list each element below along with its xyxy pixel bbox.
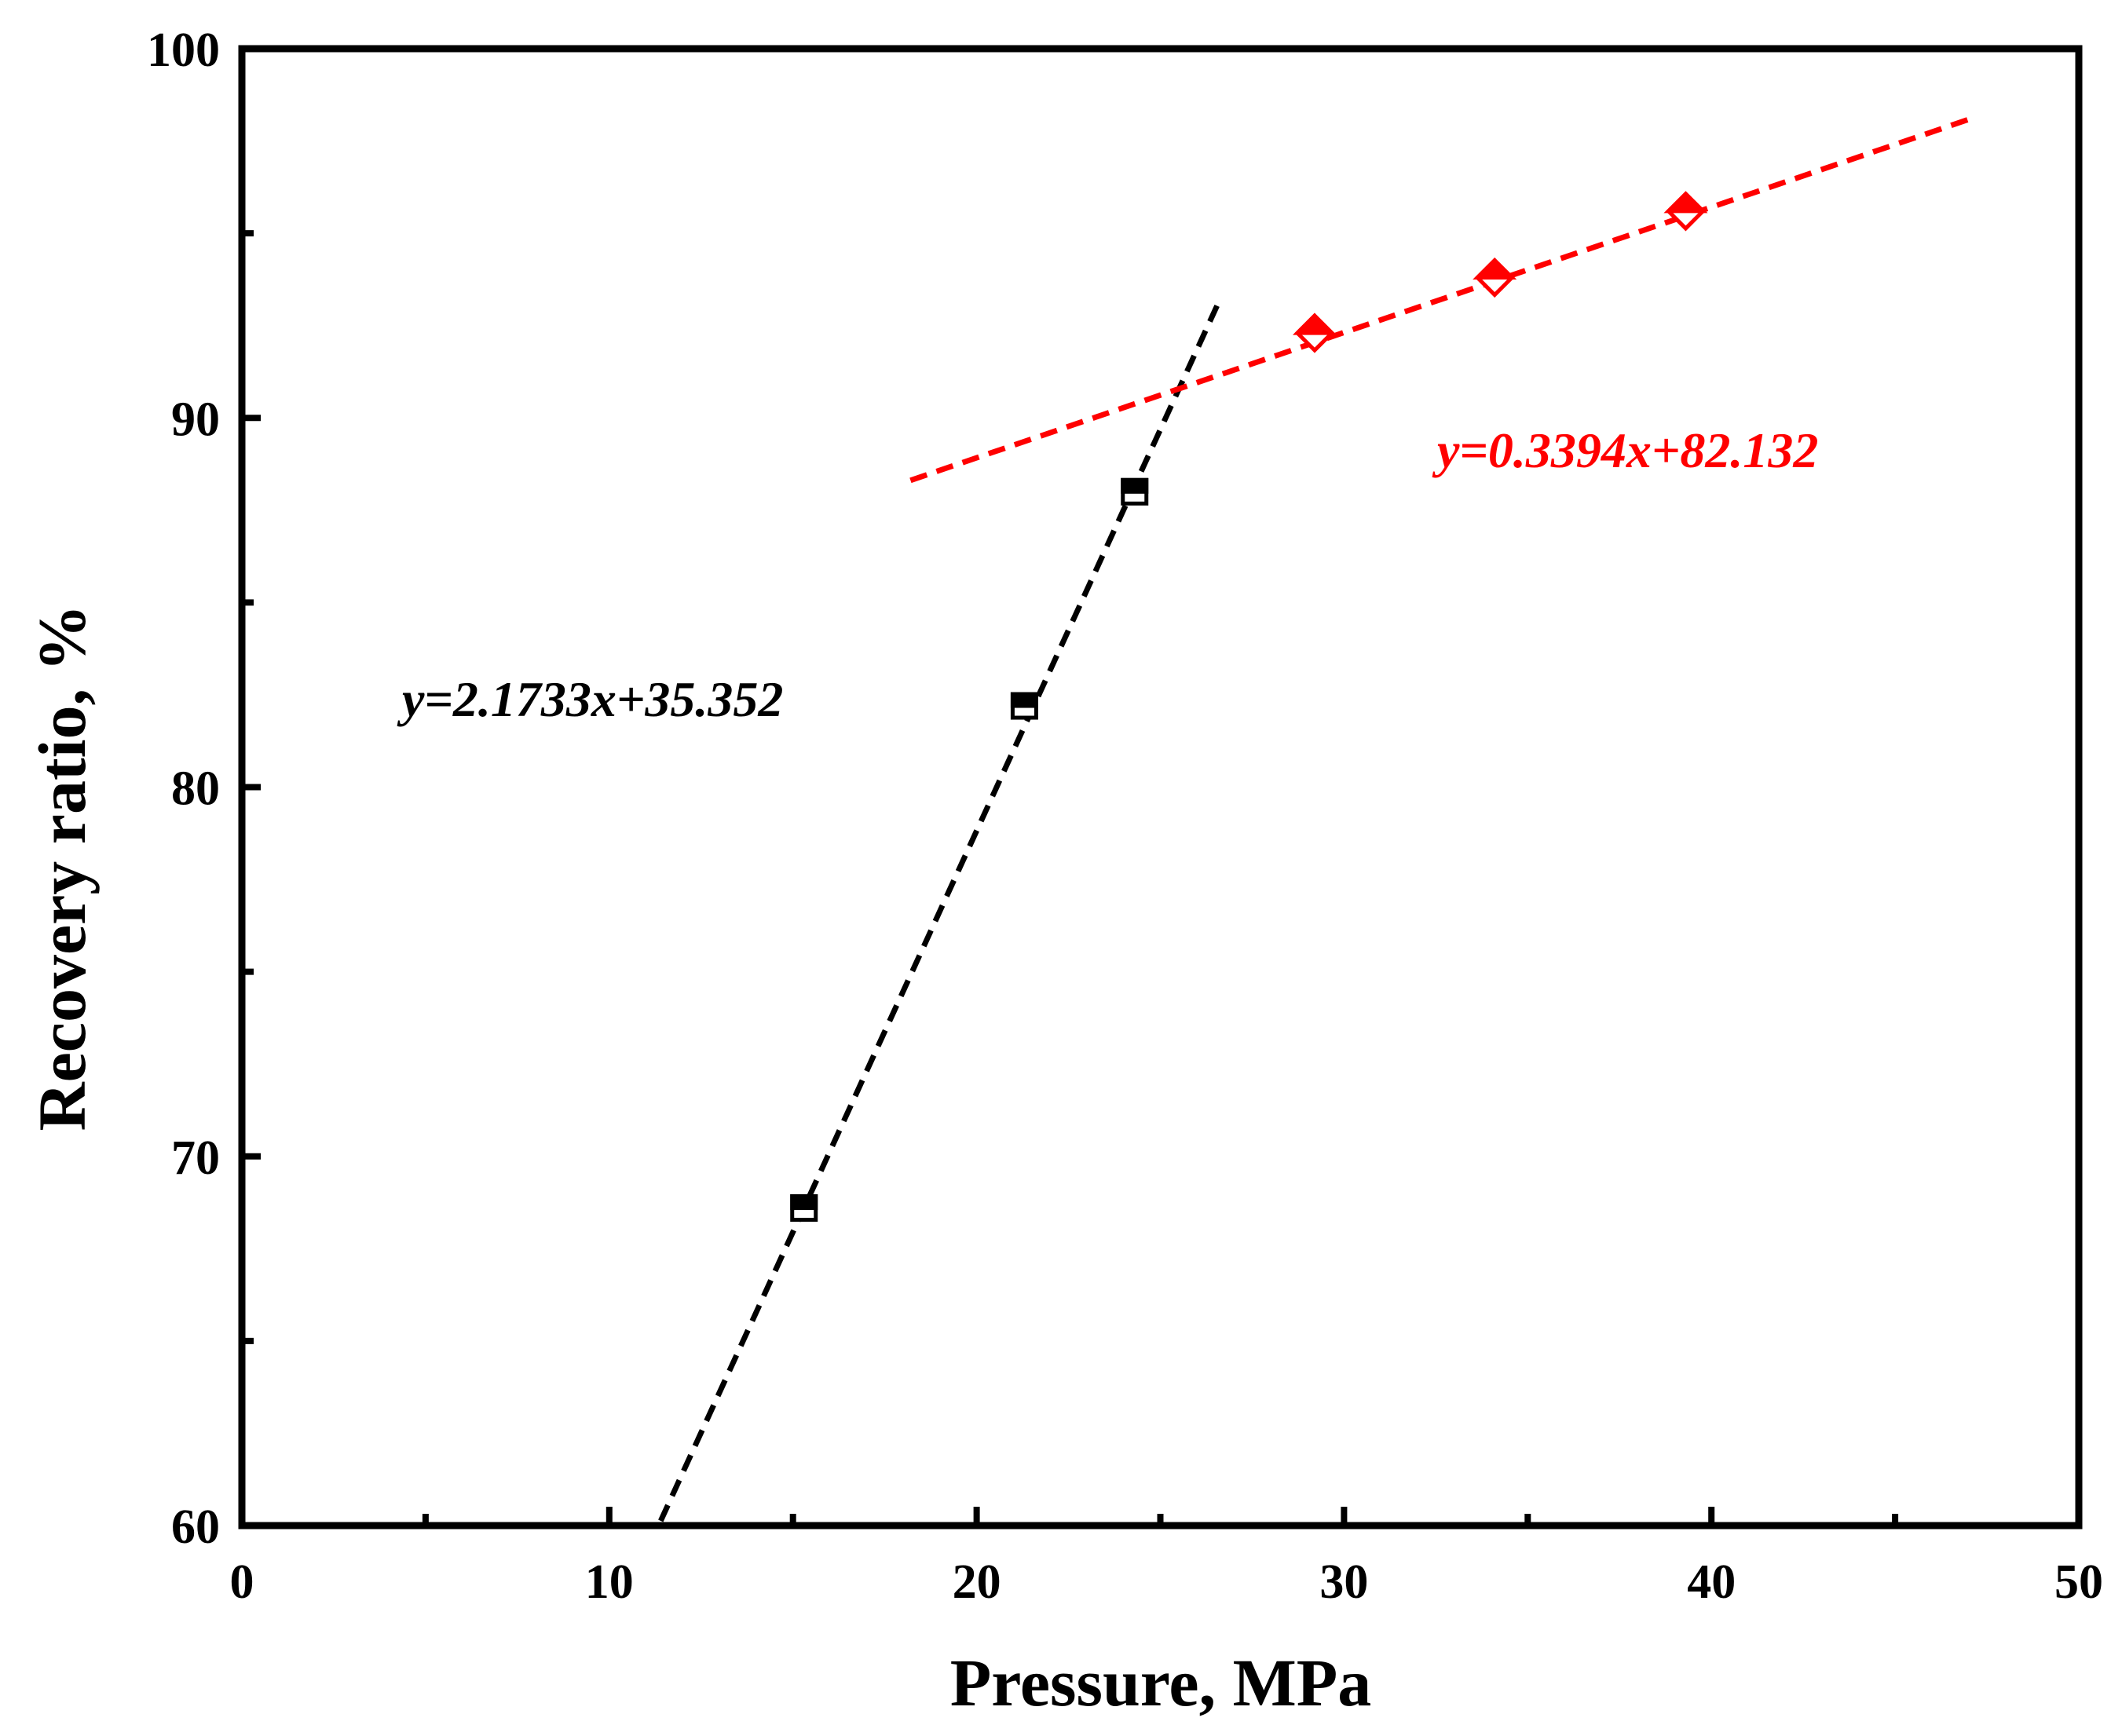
black-square-point (1010, 692, 1038, 720)
y-tick-label: 100 (147, 24, 220, 77)
marker-fill (790, 1194, 818, 1211)
fit-lines (658, 114, 1977, 1522)
marker-fill (1663, 191, 1708, 214)
red-diamond-point (1473, 258, 1517, 298)
labels: Pressure, MPa Recovery ratio, % y=2.1733… (24, 422, 1818, 1720)
y-tick-label: 90 (171, 393, 220, 446)
marker-fill (1473, 258, 1517, 280)
x-tick-label: 0 (230, 1555, 254, 1609)
x-axis-title: Pressure, MPa (950, 1645, 1372, 1720)
red-diamond-point (1663, 191, 1708, 232)
marker-fill (1292, 312, 1337, 335)
y-tick-label: 70 (171, 1131, 220, 1185)
x-tick-label: 30 (1319, 1555, 1368, 1609)
red-diamond-fit-line (909, 114, 1977, 484)
y-tick-label: 60 (171, 1500, 220, 1554)
y-axis-title: Recovery ratio, % (24, 605, 100, 1131)
black-square-point (790, 1194, 818, 1223)
x-tick-label: 40 (1687, 1555, 1736, 1609)
plot-frame (238, 45, 2083, 1530)
y-tick-label: 80 (171, 762, 220, 816)
x-tick-label: 20 (953, 1555, 1001, 1609)
x-tick-label: 10 (585, 1555, 634, 1609)
axes: 0 10 20 30 40 50 60 70 80 90 100 (147, 24, 2103, 1609)
black-square-point (1121, 477, 1149, 506)
red-fit-equation: y=0.3394x+82.132 (1432, 422, 1818, 478)
red-diamond-point (1292, 312, 1337, 353)
black-square-fit-line (658, 300, 1222, 1522)
data-markers (790, 191, 1708, 1223)
marker-fill (1121, 477, 1149, 494)
black-fit-equation: y=2.1733x+35.352 (397, 671, 783, 727)
x-tick-label: 50 (2054, 1555, 2103, 1609)
marker-fill (1010, 692, 1038, 708)
